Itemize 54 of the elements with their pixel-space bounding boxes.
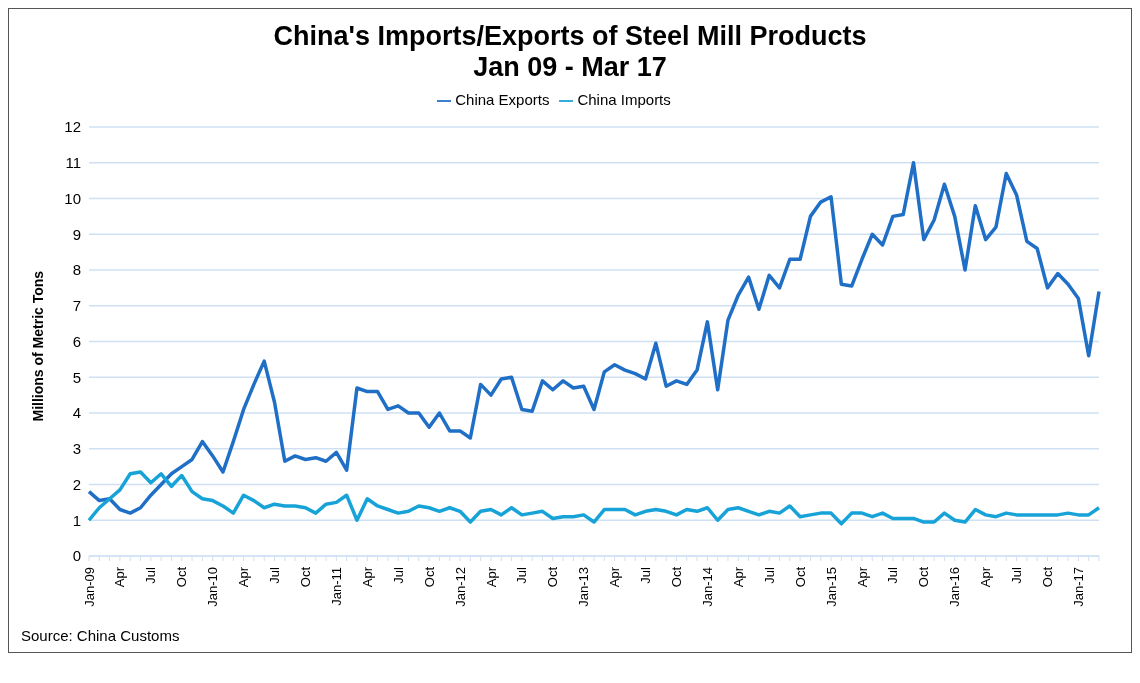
x-tick-label: Apr (112, 566, 128, 588)
chart-subtitle: Jan 09 - Mar 17 (472, 52, 668, 83)
x-tick-label: Jul (267, 566, 283, 584)
x-tick-label: Apr (236, 566, 252, 588)
y-tick-label: 9 (72, 225, 81, 243)
x-tick-label: Jan-15 (823, 567, 839, 607)
x-tick-label: Apr (607, 566, 623, 588)
x-tick-label: Jan-13 (576, 567, 592, 607)
x-tick-label: Apr (359, 566, 375, 588)
y-tick-label: 3 (72, 440, 81, 458)
x-tick-label: Jan-10 (205, 567, 221, 607)
x-tick-label: Oct (297, 566, 313, 588)
x-tick-label: Jan-12 (452, 567, 468, 607)
x-tick-label: Apr (483, 566, 499, 588)
x-tick-label: Oct (669, 566, 684, 588)
legend-label: China Imports (577, 91, 671, 108)
y-tick-label: 8 (72, 261, 81, 279)
x-tick-label: Jul (390, 566, 406, 584)
x-tick-label: Oct (1040, 566, 1056, 588)
x-tick-label: Apr (730, 566, 746, 588)
x-tick-label: Apr (854, 566, 870, 588)
y-tick-label: 12 (64, 118, 81, 136)
legend-label: China Exports (455, 91, 550, 108)
x-tick-label: Oct (792, 566, 808, 588)
x-tick-label: Jul (1009, 566, 1025, 584)
x-tick-label: Jul (143, 566, 159, 584)
y-tick-label: 7 (72, 297, 81, 315)
x-tick-label: Oct (545, 566, 561, 588)
y-tick-label: 0 (72, 547, 81, 565)
x-tick-label: Jan-14 (699, 567, 715, 607)
x-tick-label: Jul (761, 566, 777, 584)
x-tick-label: Jan-11 (328, 567, 344, 606)
line-series (87, 470, 1101, 526)
x-tick-label: Oct (916, 566, 932, 588)
y-axis-title: Millions of Metric Tons (29, 270, 46, 422)
line-series (87, 161, 1101, 515)
y-tick-label: 6 (72, 332, 81, 350)
x-tick-label: Apr (978, 566, 994, 588)
x-tick-label: Jul (514, 566, 530, 584)
y-tick-label: 10 (64, 189, 81, 207)
chart-title: China's Imports/Exports of Steel Mill Products (272, 21, 868, 52)
x-tick-label: Jan-17 (1070, 567, 1086, 607)
x-tick-label: Oct (174, 566, 190, 588)
x-tick-label: Jan-09 (81, 567, 97, 607)
x-tick-label: Jul (638, 566, 654, 584)
x-tick-label: Jan-16 (947, 567, 963, 607)
y-tick-label: 5 (72, 368, 81, 386)
y-tick-label: 4 (72, 404, 81, 422)
x-tick-label: Oct (421, 566, 437, 588)
x-tick-label: Jul (885, 566, 901, 584)
y-tick-label: 11 (65, 154, 81, 172)
source-note: Source: China Customs (21, 627, 181, 644)
y-tick-label: 2 (72, 475, 81, 493)
y-tick-label: 1 (72, 511, 81, 529)
